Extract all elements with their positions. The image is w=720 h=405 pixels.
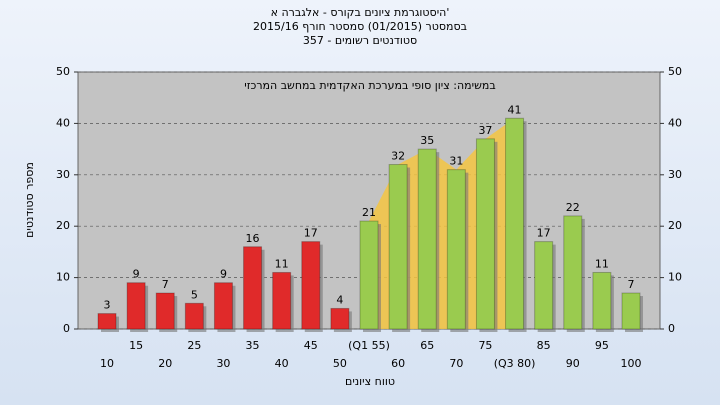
y-tick-label: 10 <box>56 271 70 284</box>
x-tick-label: 90 <box>566 357 580 370</box>
x-tick-label: 50 <box>333 357 347 370</box>
x-tick-label: 45 <box>304 339 318 352</box>
x-tick-label: 95 <box>595 339 609 352</box>
data-label: 3 <box>104 299 111 312</box>
x-tick-label: 75 <box>478 339 492 352</box>
data-label: 9 <box>220 268 227 281</box>
x-tick-label: 60 <box>391 357 405 370</box>
y2-tick-label: 10 <box>668 271 682 284</box>
x-tick-label: 40 <box>275 357 289 370</box>
x-tick-label: 25 <box>187 339 201 352</box>
bar <box>301 241 321 330</box>
data-label: 7 <box>628 278 635 291</box>
x-tick-label: 30 <box>216 357 230 370</box>
x-tick-label: 15 <box>129 339 143 352</box>
data-label: 4 <box>336 293 343 306</box>
y-tick-label: 20 <box>56 219 70 232</box>
bar <box>272 271 292 330</box>
bar <box>330 307 350 330</box>
bar <box>126 282 146 330</box>
data-label: 22 <box>566 201 580 214</box>
chart-subtitle: בסמסטר (01/2015) סמסטר חורף 2015/16 <box>253 20 467 33</box>
y2-tick-label: 20 <box>668 219 682 232</box>
bar <box>359 220 379 330</box>
y2-tick-label: 40 <box>668 116 682 129</box>
data-label: 21 <box>362 206 376 219</box>
chart-subtitle: סטודנטים רשומים - 357 <box>303 34 417 47</box>
bar <box>505 117 525 330</box>
data-label: 41 <box>508 103 522 116</box>
bar <box>475 138 495 330</box>
y2-tick-label: 30 <box>668 168 682 181</box>
bar <box>243 246 263 330</box>
x-tick-label: 70 <box>449 357 463 370</box>
data-label: 16 <box>246 232 260 245</box>
x-tick-label: (Q3 80) <box>494 357 536 370</box>
data-label: 35 <box>420 134 434 147</box>
bar <box>213 282 233 330</box>
data-label: 17 <box>537 227 551 240</box>
bar <box>534 241 554 330</box>
x-tick-label: 10 <box>100 357 114 370</box>
y-tick-label: 50 <box>56 65 70 78</box>
y2-tick-label: 50 <box>668 65 682 78</box>
bar <box>446 169 466 330</box>
bar <box>388 164 408 330</box>
data-label: 9 <box>133 268 140 281</box>
bar <box>155 292 175 330</box>
bar <box>592 271 612 330</box>
data-label: 11 <box>275 257 289 270</box>
x-tick-label: 65 <box>420 339 434 352</box>
data-label: 37 <box>478 124 492 137</box>
chart-title: היסטוגרמת ציונים בקורס - אלגברה א' <box>271 6 450 19</box>
data-label: 7 <box>162 278 169 291</box>
y-axis-title: מספר סטודנטים <box>23 162 36 238</box>
data-label: 17 <box>304 227 318 240</box>
y-tick-label: 40 <box>56 116 70 129</box>
y-tick-label: 30 <box>56 168 70 181</box>
data-label: 31 <box>449 155 463 168</box>
x-tick-label: 100 <box>621 357 642 370</box>
x-tick-label: 85 <box>537 339 551 352</box>
bar <box>621 292 641 330</box>
x-tick-label: 35 <box>246 339 260 352</box>
data-label: 11 <box>595 257 609 270</box>
bar <box>417 148 437 330</box>
annotation: במשימה: ציון סופי במערכת האקדמית במחשב ה… <box>244 79 495 92</box>
x-tick-label: 20 <box>158 357 172 370</box>
y2-tick-label: 0 <box>668 322 675 335</box>
x-axis-title: טווח ציונים <box>345 375 395 388</box>
bar <box>563 215 583 330</box>
data-label: 5 <box>191 288 198 301</box>
bar <box>184 302 204 330</box>
bar <box>97 313 117 330</box>
data-label: 32 <box>391 150 405 163</box>
y-tick-label: 0 <box>63 322 70 335</box>
x-tick-label: (Q1 55) <box>348 339 390 352</box>
